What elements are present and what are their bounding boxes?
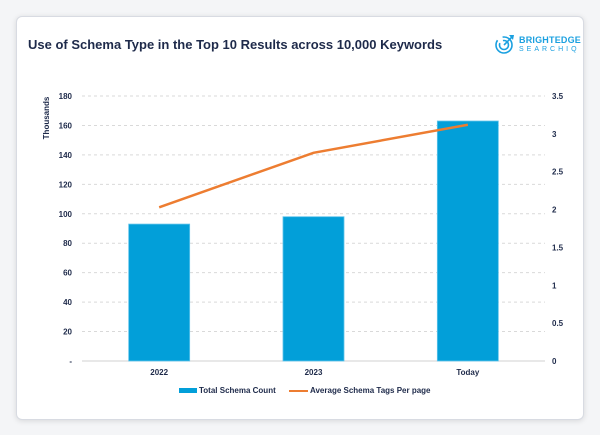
y-tick-label: 140: [59, 151, 73, 160]
bar-2022: [128, 223, 191, 362]
x-tick-label: 2022: [150, 368, 168, 377]
y2-tick-label: 0: [552, 357, 557, 366]
brightedge-logo: BRIGHTEDGE SEARCHIQ: [494, 33, 581, 55]
target-icon: [495, 35, 514, 54]
y2-tick-label: 2: [552, 206, 557, 215]
legend-label-bars: Total Schema Count: [199, 386, 276, 395]
y2-tick-label: 1: [552, 281, 557, 290]
x-tick-label: Today: [456, 368, 480, 377]
y-tick-label: 20: [63, 328, 72, 337]
logo-line1: BRIGHTEDGE: [519, 34, 582, 45]
y2-tick-label: 3.5: [552, 92, 564, 101]
logo-line2: SEARCHIQ: [519, 45, 580, 53]
line-average-schema-tags: [158, 123, 469, 209]
y-tick-label: 60: [63, 269, 72, 278]
bar-2023: [282, 216, 345, 362]
chart-title: Use of Schema Type in the Top 10 Results…: [28, 37, 443, 52]
y-tick-label: 100: [59, 210, 73, 219]
y-axis-title: Thousands: [42, 96, 51, 139]
y-tick-label: 80: [63, 239, 72, 248]
y-tick-label: 180: [59, 92, 73, 101]
bar-Today: [436, 120, 499, 362]
y-tick-label: 120: [59, 180, 73, 189]
y2-tick-label: 2.5: [552, 168, 564, 177]
y2-tick-label: 1.5: [552, 243, 564, 252]
y-tick-label: -: [69, 357, 72, 366]
x-tick-label: 2023: [305, 368, 323, 377]
legend-label-line: Average Schema Tags Per page: [310, 386, 431, 395]
y-tick-label: 40: [63, 298, 72, 307]
legend-swatch-bars: [179, 388, 197, 393]
y-tick-label: 160: [59, 121, 73, 130]
y2-tick-label: 3: [552, 130, 557, 139]
y2-tick-label: 0.5: [552, 319, 564, 328]
